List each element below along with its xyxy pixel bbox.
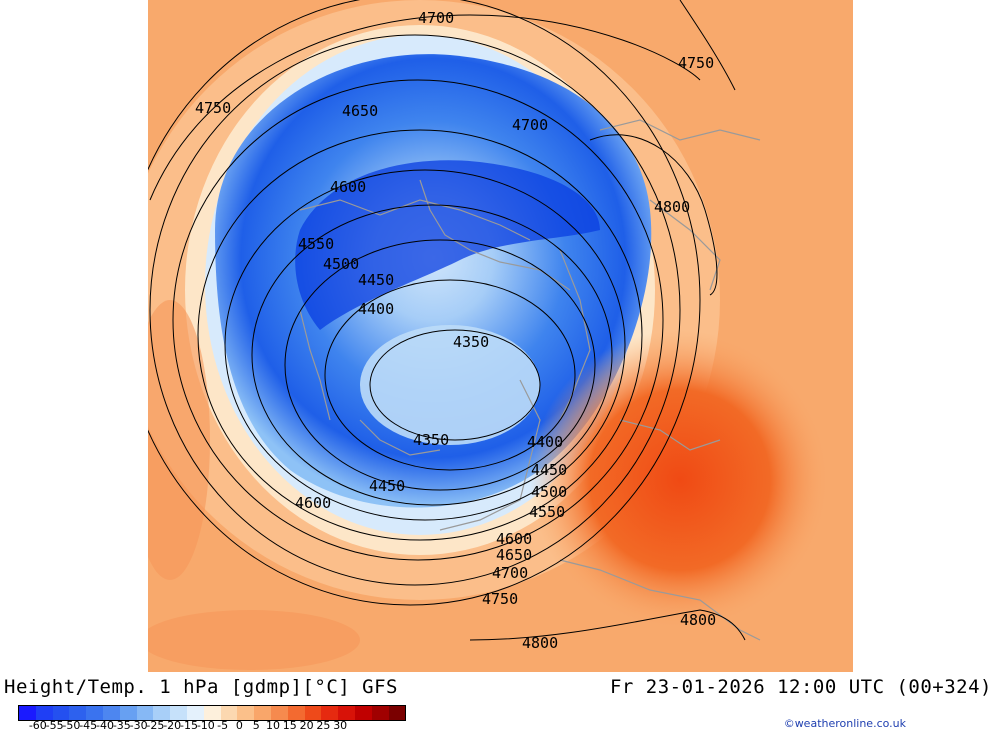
scale-swatch <box>254 706 271 720</box>
contour-label: 4500 <box>531 483 567 501</box>
scale-swatch <box>354 706 372 720</box>
contour-label: 4600 <box>330 178 366 196</box>
scale-label: 5 <box>252 719 260 732</box>
scale-label: 10 <box>266 719 280 732</box>
contour-label: 4700 <box>512 116 548 134</box>
valid-time: Fr 23-01-2026 12:00 UTC (00+324) <box>609 676 992 698</box>
scale-label: -60 <box>28 719 47 732</box>
scale-label: 0 <box>235 719 243 732</box>
contour-label: 4700 <box>492 564 528 582</box>
contour-label: 4450 <box>531 461 567 479</box>
warm-blob-left <box>148 300 210 580</box>
vortex-centre <box>360 325 540 445</box>
color-scale-bar <box>18 705 407 721</box>
scale-label: -25 <box>146 719 165 732</box>
scale-swatch <box>86 706 103 720</box>
contour-label: 4450 <box>358 271 394 289</box>
contour-label: 4400 <box>358 300 394 318</box>
contour-label: 4450 <box>369 477 405 495</box>
contour-label: 4750 <box>482 590 518 608</box>
scale-label: -50 <box>62 719 81 732</box>
contour-label: 4650 <box>342 102 378 120</box>
scale-swatch <box>170 706 187 720</box>
chart-title: Height/Temp. 1 hPa [gdmp][°C] GFS <box>4 676 398 698</box>
contour-label: 4750 <box>678 54 714 72</box>
scale-label: -40 <box>96 719 114 732</box>
contour-label: 4600 <box>295 494 331 512</box>
contour-label: 4400 <box>527 433 563 451</box>
warm-blob-bottom <box>148 610 360 670</box>
scale-label: 15 <box>282 719 297 732</box>
contour-label: 4800 <box>680 611 716 629</box>
scale-label: -20 <box>163 719 182 732</box>
scale-swatch <box>153 706 171 720</box>
contour-label: 4750 <box>195 99 231 117</box>
scale-swatch <box>371 706 389 720</box>
scale-swatch <box>220 706 238 720</box>
scale-swatch <box>203 706 221 720</box>
color-scale-labels: -60 -55 -50 -45 -40 -35 -30 -25 -20 -15 -10 -5 0 5 10 1… <box>18 719 578 733</box>
scale-label: -30 <box>129 719 148 732</box>
scale-swatch <box>237 706 255 720</box>
contour-label: 4550 <box>529 503 565 521</box>
scale-label: -10 <box>196 719 215 732</box>
scale-swatch <box>287 706 305 720</box>
warm-anomaly <box>530 330 830 630</box>
scale-label: -55 <box>45 719 64 732</box>
scale-swatch <box>304 706 322 720</box>
contour-label: 4650 <box>496 546 532 564</box>
scale-swatch <box>52 706 70 720</box>
scale-swatch <box>69 706 87 720</box>
height-contours <box>148 0 746 641</box>
contour-label: 4600 <box>496 530 532 548</box>
scale-label: 30 <box>333 719 348 732</box>
scale-label: -5 <box>217 719 229 732</box>
scale-swatch <box>321 706 339 720</box>
scale-label: -15 <box>180 719 198 732</box>
credit-link[interactable]: ©weatheronline.co.uk <box>783 717 906 730</box>
coastlines <box>299 119 761 641</box>
contour-label: 4800 <box>654 198 690 216</box>
cold-core <box>295 160 600 330</box>
scale-label: 25 <box>316 719 331 732</box>
scale-label: 20 <box>299 719 314 732</box>
scale-swatch <box>35 706 53 720</box>
weather-map: 4700 4750 4750 4650 4700 4600 4800 4550 … <box>148 0 853 672</box>
scale-swatch <box>388 706 406 720</box>
scale-swatch <box>270 706 288 720</box>
contour-label: 4350 <box>413 431 449 449</box>
scale-swatch <box>136 706 154 720</box>
scale-swatch <box>186 706 204 720</box>
scale-swatch <box>338 706 355 720</box>
contour-labels: 4700 4750 4750 4650 4700 4600 4800 4550 … <box>195 9 716 652</box>
contour-label: 4550 <box>298 235 334 253</box>
scale-label: -45 <box>79 719 98 732</box>
scale-label: -35 <box>112 719 131 732</box>
contour-label: 4700 <box>418 9 454 27</box>
contour-label: 4500 <box>323 255 359 273</box>
contour-label: 4800 <box>522 634 558 652</box>
contour-label: 4350 <box>453 333 489 351</box>
scale-swatch <box>119 706 137 720</box>
scale-swatch <box>102 706 120 720</box>
scale-swatch <box>19 706 36 720</box>
